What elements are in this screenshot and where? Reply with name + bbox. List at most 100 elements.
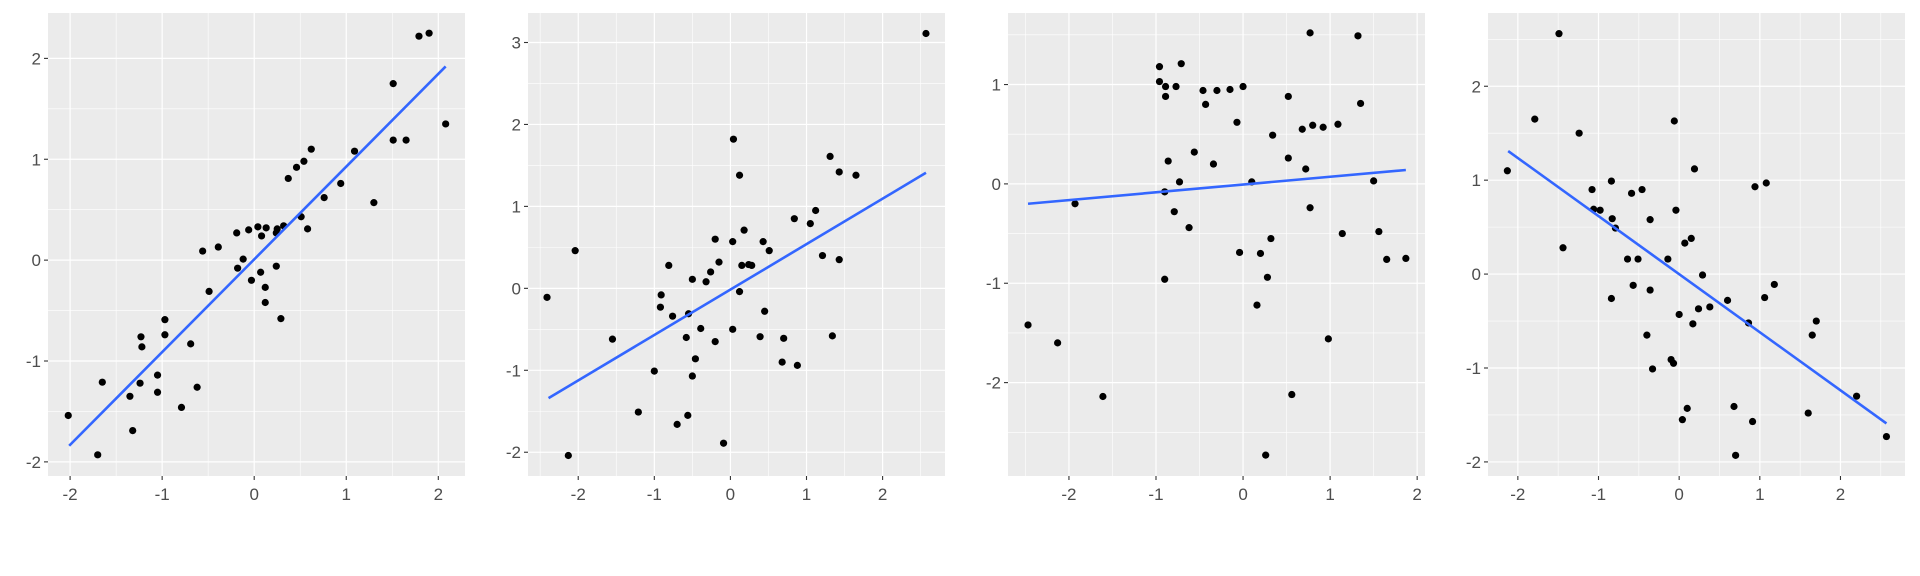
data-point <box>765 247 773 255</box>
data-point <box>697 324 705 333</box>
data-point <box>793 361 801 369</box>
y-tick-label: -1 <box>986 274 1001 293</box>
data-point <box>370 199 378 207</box>
x-tick-label: -1 <box>155 485 170 504</box>
x-tick-label: 1 <box>802 485 811 504</box>
data-point <box>812 206 820 215</box>
data-point <box>922 29 930 38</box>
data-point <box>284 174 292 183</box>
panel-background <box>48 13 465 476</box>
data-point <box>1267 234 1275 243</box>
data-point <box>571 247 579 255</box>
data-point <box>1263 273 1272 281</box>
data-point <box>543 293 551 301</box>
data-point <box>320 193 328 202</box>
data-point <box>1853 392 1861 400</box>
y-tick-label: 2 <box>1472 77 1481 96</box>
data-point <box>1262 451 1270 459</box>
data-point <box>1354 32 1362 40</box>
data-point <box>442 120 450 128</box>
data-point <box>1356 99 1365 108</box>
data-point <box>1730 402 1738 411</box>
data-point <box>657 291 665 299</box>
data-point <box>1161 92 1170 101</box>
data-point <box>245 226 253 234</box>
data-point <box>261 283 269 291</box>
data-point <box>415 32 423 40</box>
y-tick-label: 0 <box>32 251 41 270</box>
data-point <box>608 335 617 343</box>
data-point <box>1233 118 1241 126</box>
data-point <box>761 307 769 315</box>
data-point <box>239 255 247 263</box>
data-point <box>1172 82 1180 91</box>
data-point <box>389 80 397 88</box>
x-tick-label: 1 <box>1325 485 1334 504</box>
data-point <box>729 325 737 333</box>
data-point <box>261 298 269 307</box>
y-tick-label: -1 <box>506 361 521 380</box>
y-tick-label: 2 <box>512 115 521 134</box>
data-point <box>738 261 746 269</box>
data-point <box>1302 165 1310 173</box>
data-point <box>1284 92 1292 101</box>
data-point <box>1338 229 1346 238</box>
data-point <box>1748 417 1757 426</box>
data-point <box>1099 392 1107 401</box>
data-point <box>711 235 719 243</box>
data-point <box>1284 154 1292 162</box>
data-point <box>1375 227 1383 236</box>
x-tick-label: 0 <box>1238 485 1247 504</box>
x-tick-label: -1 <box>1148 485 1163 504</box>
data-point <box>707 268 715 276</box>
data-point <box>835 256 843 264</box>
data-point <box>1334 120 1342 128</box>
panel-background <box>1008 13 1425 476</box>
data-point <box>826 152 834 161</box>
data-point <box>161 316 169 324</box>
panel-3: -2 -1 0 1 2 -2 -1 0 1 <box>986 13 1425 504</box>
data-point <box>1629 281 1637 289</box>
data-point <box>748 261 756 269</box>
data-point <box>1804 409 1812 417</box>
data-point <box>136 379 144 387</box>
data-point <box>673 420 681 428</box>
data-point <box>1155 77 1164 86</box>
regression-line <box>68 65 447 447</box>
data-point <box>790 215 798 223</box>
data-point <box>1723 296 1732 304</box>
data-point <box>137 333 145 341</box>
data-point <box>684 411 692 419</box>
data-point <box>1672 206 1680 214</box>
data-point <box>735 171 744 179</box>
data-point <box>702 278 710 286</box>
data-point <box>1607 177 1616 185</box>
data-point <box>1239 82 1247 91</box>
data-point <box>1256 249 1265 258</box>
data-point <box>1155 63 1164 71</box>
x-tick-label: 2 <box>878 485 887 504</box>
data-point <box>1808 331 1816 339</box>
data-point <box>1648 365 1657 373</box>
x-tick-label: 2 <box>434 485 443 504</box>
y-tick-label: 2 <box>32 49 41 68</box>
x-tick-label: -2 <box>571 485 586 504</box>
data-point <box>682 333 690 342</box>
panel-4: -2 -1 0 1 2 -2 -1 0 1 2 <box>1466 13 1905 504</box>
data-point <box>1309 121 1317 129</box>
data-point <box>1024 321 1032 329</box>
data-point <box>272 262 280 270</box>
data-point <box>1623 255 1632 263</box>
x-tick-label: -2 <box>63 485 78 504</box>
data-point <box>205 287 213 296</box>
data-point <box>668 312 677 320</box>
y-tick-label: 1 <box>32 150 41 169</box>
data-point <box>1370 177 1378 185</box>
data-point <box>1634 255 1642 263</box>
data-point <box>1608 215 1616 223</box>
data-point <box>1683 404 1691 412</box>
data-point <box>187 340 195 348</box>
data-point <box>1383 255 1391 264</box>
data-point <box>1638 185 1646 194</box>
data-point <box>1627 189 1636 197</box>
